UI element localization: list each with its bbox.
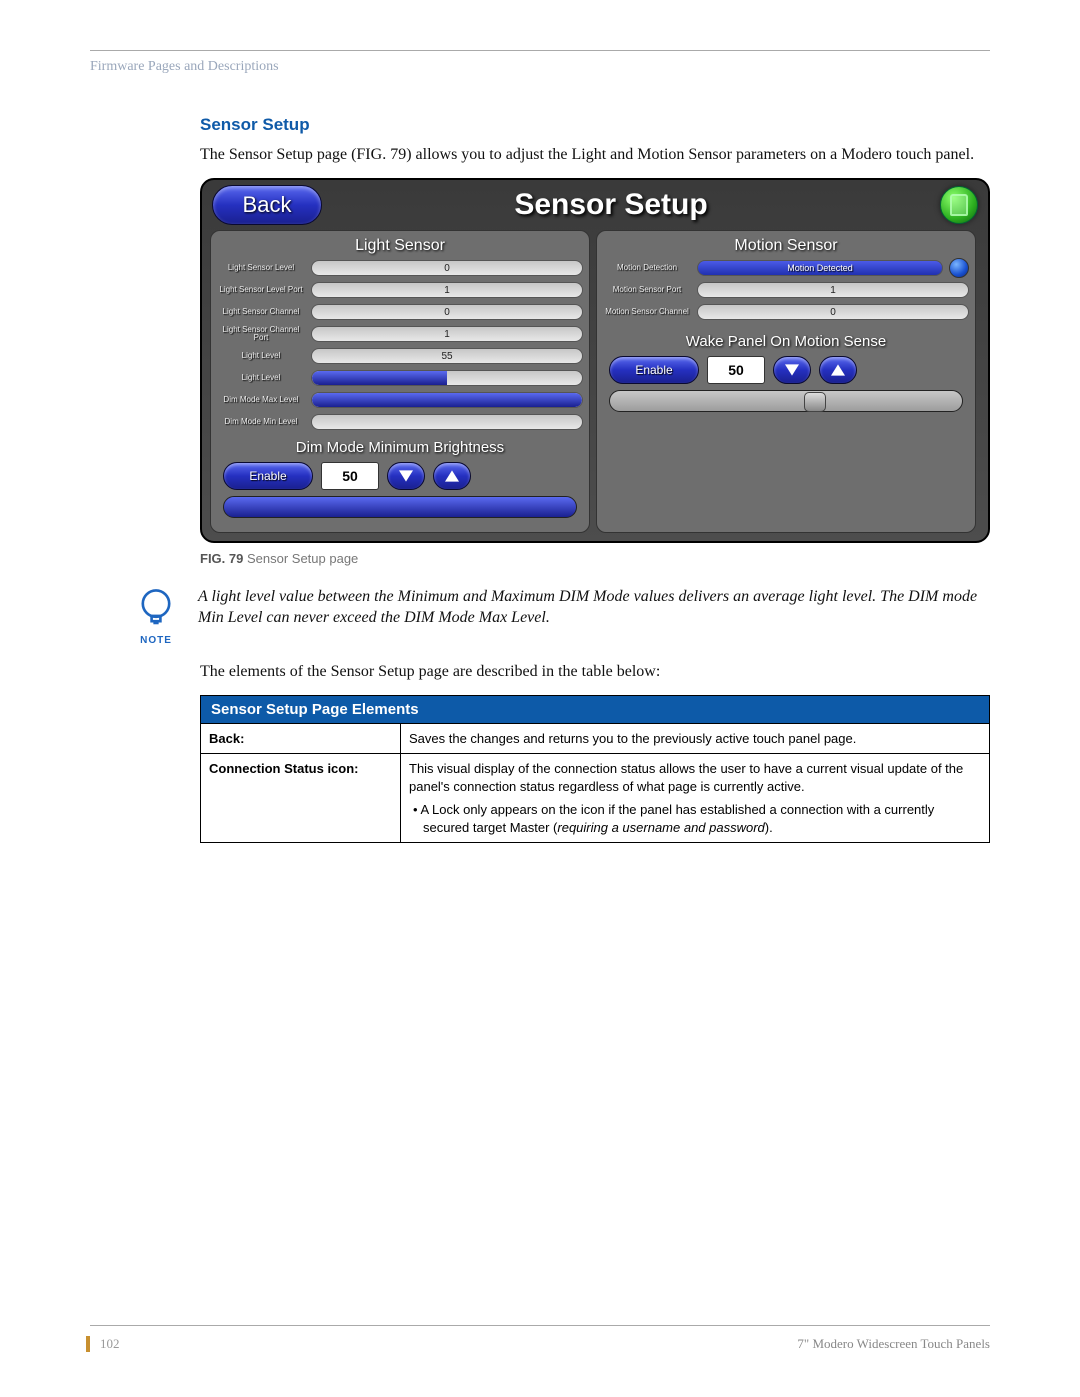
section-intro: The Sensor Setup page (FIG. 79) allows y… <box>200 145 990 166</box>
light-sensor-title: Light Sensor <box>217 237 583 255</box>
table-row-label: Back: <box>201 723 401 754</box>
dim-value-display: 50 <box>321 462 379 490</box>
wake-down-button[interactable] <box>773 356 811 384</box>
motion-indicator-icon <box>949 258 969 278</box>
dim-down-button[interactable] <box>387 462 425 490</box>
dim-mode-title: Dim Mode Minimum Brightness <box>217 439 583 456</box>
elements-table: Sensor Setup Page Elements Back: Saves t… <box>200 695 990 844</box>
wake-slider[interactable] <box>609 390 963 412</box>
dim-enable-button[interactable]: Enable <box>223 462 313 490</box>
dim-up-button[interactable] <box>433 462 471 490</box>
table-row-desc: Saves the changes and returns you to the… <box>401 723 990 754</box>
dim-min-bar[interactable] <box>311 414 583 430</box>
figure-caption: FIG. 79 Sensor Setup page <box>200 551 990 566</box>
table-intro: The elements of the Sensor Setup page ar… <box>200 662 990 683</box>
page-footer: 102 7" Modero Widescreen Touch Panels <box>90 1325 990 1352</box>
motion-sensor-title: Motion Sensor <box>603 237 969 255</box>
table-row-desc: This visual display of the connection st… <box>401 754 990 843</box>
connection-status-icon[interactable] <box>940 186 978 224</box>
wake-up-button[interactable] <box>819 356 857 384</box>
product-name: 7" Modero Widescreen Touch Panels <box>797 1336 990 1352</box>
light-level-bar[interactable] <box>311 370 583 386</box>
page-number: 102 <box>86 1336 120 1352</box>
wake-panel-title: Wake Panel On Motion Sense <box>603 333 969 350</box>
table-header: Sensor Setup Page Elements <box>201 695 990 723</box>
wake-enable-button[interactable]: Enable <box>609 356 699 384</box>
page-header: Firmware Pages and Descriptions <box>90 59 990 75</box>
light-sensor-column: Light Sensor Light Sensor Level0 Light S… <box>210 230 590 533</box>
section-title: Sensor Setup <box>200 115 990 135</box>
sensor-setup-panel: Back Sensor Setup Light Sensor Light Sen… <box>200 178 990 543</box>
panel-title: Sensor Setup <box>292 188 930 222</box>
note-text: A light level value between the Minimum … <box>198 586 990 629</box>
dim-slider[interactable] <box>223 496 577 518</box>
motion-sensor-column: Motion Sensor Motion DetectionMotion Det… <box>596 230 976 533</box>
note-icon: NOTE <box>128 586 184 646</box>
wake-value-display: 50 <box>707 356 765 384</box>
dim-max-bar[interactable] <box>311 392 583 408</box>
table-row-label: Connection Status icon: <box>201 754 401 843</box>
